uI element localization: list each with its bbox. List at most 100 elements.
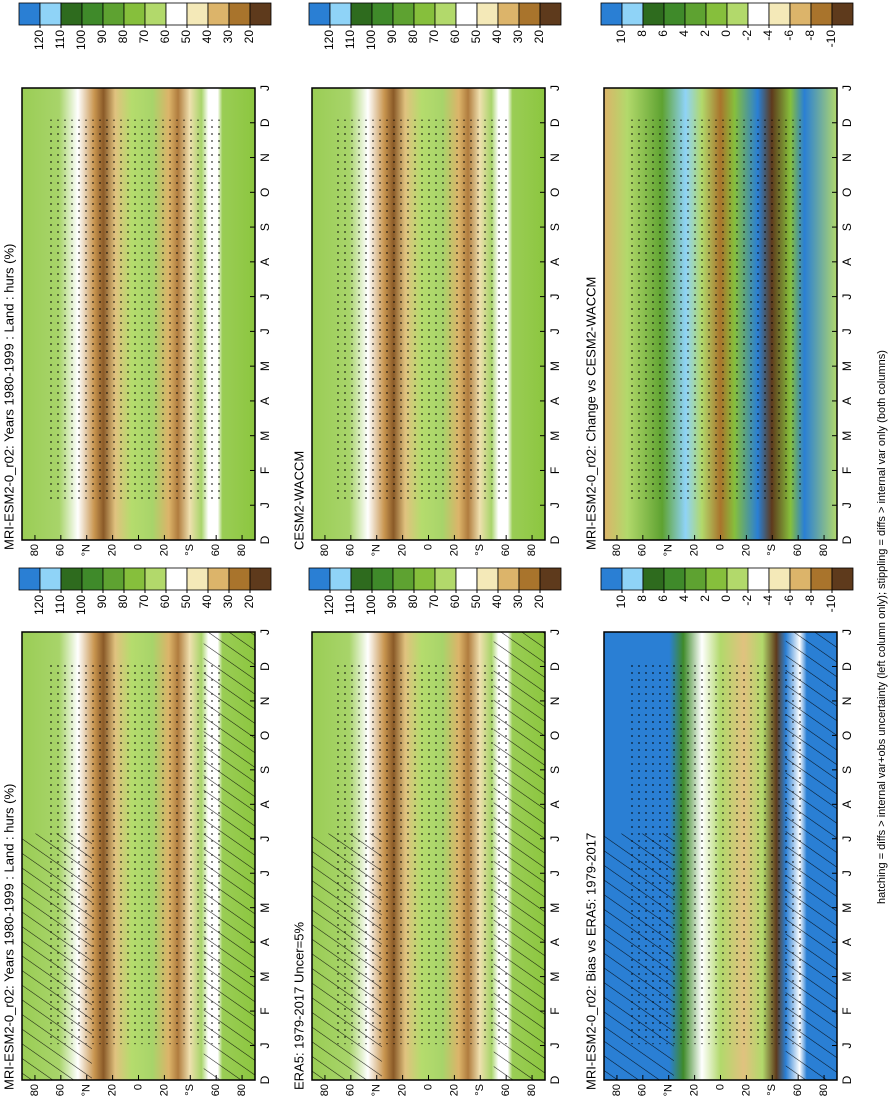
panel-title: MRI-ESM2-0_r02: Years 1980-1999 : Land :… — [1, 244, 16, 550]
colorbar-box — [518, 567, 541, 591]
y-tick-label: 20 — [689, 1084, 701, 1096]
x-tick-label: J — [840, 294, 854, 300]
y-tick-label: 0 — [422, 1084, 434, 1090]
colorbar-label: -10 — [824, 595, 838, 613]
colorbar-label: 4 — [677, 595, 691, 602]
colorbar-box — [81, 567, 104, 591]
colorbar-box — [621, 2, 644, 26]
colorbar-box — [747, 2, 770, 26]
colorbar-label: 80 — [116, 30, 130, 44]
hatching — [312, 833, 382, 1080]
colorbar-label: 20 — [532, 595, 546, 609]
colorbar-box — [249, 567, 272, 591]
colorbar-label: -8 — [803, 30, 817, 41]
colorbar-label: 6 — [656, 30, 670, 37]
x-tick-label: N — [548, 153, 562, 162]
colorbar-box — [144, 2, 167, 26]
y-tick-label: 80 — [236, 544, 248, 556]
y-tick-label: °S — [766, 1084, 778, 1096]
colorbar-box — [39, 2, 62, 26]
y-tick-label: 0 — [714, 1084, 726, 1090]
x-tick-label: D — [258, 1075, 272, 1084]
y-tick-label: 80 — [29, 1084, 41, 1096]
colorbar-box — [123, 2, 146, 26]
y-tick-label: 0 — [132, 544, 144, 550]
x-tick-label: M — [548, 972, 562, 982]
y-tick-label: 60 — [210, 1084, 222, 1096]
x-tick-label: J — [258, 85, 272, 91]
colorbar-label: 120 — [32, 595, 46, 615]
y-tick-label: 80 — [236, 1084, 248, 1096]
colorbar-box — [329, 2, 352, 26]
y-tick-label: °N — [663, 1084, 675, 1096]
colorbar-label: 50 — [469, 30, 483, 44]
x-tick-label: D — [548, 118, 562, 127]
y-tick-label: 80 — [611, 1084, 623, 1096]
colorbar-label: 60 — [448, 30, 462, 44]
x-tick-label: M — [840, 972, 854, 982]
y-tick-label: °S — [184, 1084, 196, 1096]
colorbar-label: 80 — [116, 595, 130, 609]
colorbar-box — [165, 567, 188, 591]
colorbar-label: 100 — [74, 595, 88, 615]
y-tick-label: °S — [474, 1084, 486, 1096]
x-tick-label: D — [840, 118, 854, 127]
colorbar-box — [600, 567, 623, 591]
colorbar-label: 60 — [158, 595, 172, 609]
y-tick-label: °S — [184, 544, 196, 556]
colorbar-label: 70 — [427, 30, 441, 44]
x-tick-label: J — [840, 870, 854, 876]
colorbar-box — [497, 2, 520, 26]
y-tick-label: 20 — [740, 1084, 752, 1096]
x-tick-label: J — [258, 1043, 272, 1049]
panel: ERA5: 1979-2017 Uncer=5% 80 60 °N 20 0 20 °S 60 8… — [291, 567, 562, 1096]
x-tick-label: A — [548, 258, 562, 266]
colorbar-label: 60 — [448, 595, 462, 609]
colorbar-box — [186, 567, 209, 591]
x-tick-label: N — [840, 697, 854, 706]
x-tick-label: O — [548, 188, 562, 197]
hatching — [203, 632, 256, 1080]
x-tick-label: N — [258, 153, 272, 162]
x-tick-label: M — [840, 903, 854, 913]
colorbar-box — [18, 2, 41, 26]
x-tick-label: D — [548, 535, 562, 544]
hatching — [493, 632, 545, 1080]
y-tick-label: 80 — [818, 544, 830, 556]
y-tick-label: 60 — [792, 544, 804, 556]
y-tick-label: 20 — [689, 544, 701, 556]
y-tick-label: 80 — [319, 544, 331, 556]
panel-title: ERA5: 1979-2017 Uncer=5% — [291, 922, 306, 1090]
colorbar-box — [39, 567, 62, 591]
x-tick-label: J — [258, 629, 272, 635]
y-tick-label: °N — [371, 544, 383, 556]
panel-title: MRI-ESM2-0_r02: Bias vs ERA5: 1979-2017 — [583, 833, 598, 1090]
x-tick-label: F — [840, 1007, 854, 1014]
colorbar-box — [789, 567, 812, 591]
x-tick-label: J — [548, 870, 562, 876]
x-tick-label: S — [840, 223, 854, 231]
colorbar-box — [810, 567, 833, 591]
stippling — [45, 119, 221, 504]
y-tick-label: 20 — [397, 544, 409, 556]
x-tick-label: J — [548, 502, 562, 508]
colorbar-label: 4 — [677, 30, 691, 37]
hatching — [785, 632, 837, 1080]
colorbar-label: 2 — [698, 30, 712, 37]
colorbar-box — [539, 2, 562, 26]
panel-title: MRI-ESM2-0_r02: Change vs CESM2-WACCM — [583, 277, 598, 550]
x-tick-label: A — [840, 938, 854, 946]
colorbar-label: 70 — [427, 595, 441, 609]
panel: MRI-ESM2-0_r02: Years 1980-1999 : Land :… — [1, 567, 272, 1096]
y-tick-label: 60 — [500, 544, 512, 556]
colorbar-label: 110 — [343, 595, 357, 614]
colorbar-label: 80 — [406, 595, 420, 609]
x-tick-label: J — [258, 502, 272, 508]
x-tick-label: F — [258, 1007, 272, 1014]
x-tick-label: O — [258, 188, 272, 197]
colorbar-box — [413, 567, 436, 591]
x-tick-label: M — [548, 903, 562, 913]
x-tick-label: A — [548, 397, 562, 405]
x-tick-label: N — [258, 697, 272, 706]
